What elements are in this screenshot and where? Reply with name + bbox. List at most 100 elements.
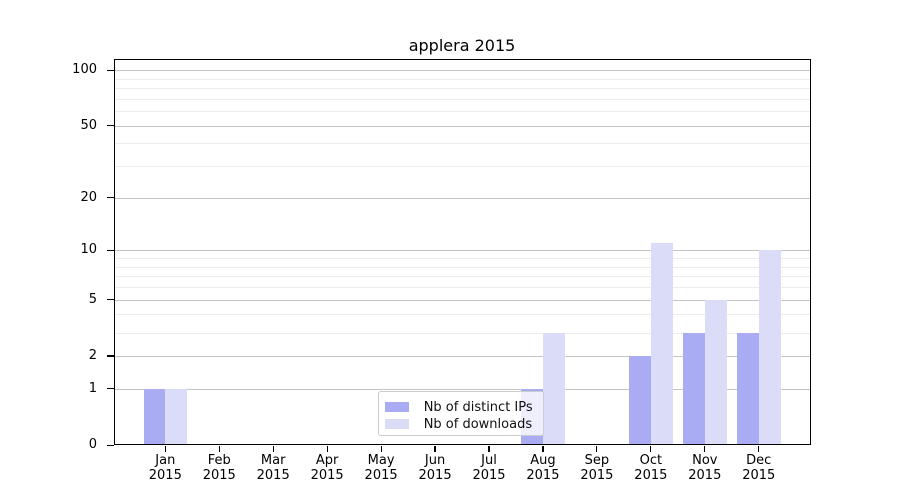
y-tick-mark (107, 69, 114, 71)
gridline-major (113, 125, 811, 127)
x-tick-year: 2015 (256, 468, 290, 484)
x-tick-month: Apr (315, 452, 339, 468)
x-tick-month: Jun (424, 452, 446, 468)
bar-downloads-jan (165, 388, 188, 446)
gridline-minor (113, 166, 811, 168)
y-tick-mark (107, 355, 114, 357)
gridline-minor (113, 143, 811, 145)
x-tick-mark (218, 446, 220, 453)
x-tick-year: 2015 (580, 468, 614, 484)
y-tick-label: 1 (88, 380, 97, 396)
y-tick-mark (107, 388, 114, 390)
x-tick-year: 2015 (472, 468, 506, 484)
gridline-minor (113, 332, 811, 334)
y-tick-label: 10 (80, 242, 97, 258)
bar-downloads-aug (542, 332, 565, 446)
gridline-minor (113, 111, 811, 113)
x-tick-mark (488, 446, 490, 453)
x-tick-year: 2015 (310, 468, 344, 484)
x-tick-label: Feb 2015 (191, 453, 247, 484)
gridline-major (113, 355, 811, 357)
bar-downloads-nov (704, 299, 727, 446)
y-tick-label: 50 (80, 117, 97, 133)
y-tick-mark (107, 197, 114, 199)
x-tick-year: 2015 (148, 468, 182, 484)
legend-label: Nb of downloads (423, 416, 533, 432)
x-tick-month: Aug (530, 452, 556, 468)
y-tick-label: 5 (88, 291, 97, 307)
bar-downloads-oct (650, 243, 673, 446)
bar-distinct_ips-dec (736, 332, 759, 446)
x-tick-month: Mar (260, 452, 286, 468)
x-tick-mark (704, 446, 706, 453)
x-tick-year: 2015 (634, 468, 668, 484)
x-tick-mark (542, 446, 544, 453)
legend-swatch-downloads (384, 419, 409, 430)
legend-row: Nb of distinct IPs (384, 399, 543, 416)
gridline-minor (113, 266, 811, 268)
gridline-major (113, 388, 811, 390)
x-tick-month: Sep (584, 452, 610, 468)
gridline-minor (113, 78, 811, 80)
x-tick-mark (758, 446, 760, 453)
y-tick-label: 0 (88, 437, 97, 453)
y-tick-mark (107, 298, 114, 301)
x-tick-month: Oct (639, 452, 663, 468)
gridline-minor (113, 314, 811, 316)
x-tick-label: May 2015 (353, 453, 409, 484)
x-tick-month: Feb (207, 452, 231, 468)
x-tick-mark (326, 446, 328, 453)
y-tick-label: 20 (80, 189, 97, 205)
bar-distinct_ips-nov (683, 332, 705, 446)
x-tick-label: Jul 2015 (461, 453, 517, 484)
legend-label: Nb of distinct IPs (423, 399, 533, 415)
gridline-minor (113, 258, 811, 260)
x-tick-label: Jun 2015 (407, 453, 463, 484)
gridline-major (113, 197, 811, 199)
x-tick-label: Apr 2015 (299, 453, 355, 484)
gridline-minor (113, 88, 811, 90)
x-tick-mark (272, 446, 274, 453)
bar-downloads-dec (758, 250, 781, 446)
y-tick-mark (107, 444, 114, 446)
gridline-minor (113, 98, 811, 100)
x-tick-year: 2015 (688, 468, 722, 484)
x-tick-label: Dec 2015 (731, 453, 787, 484)
x-tick-month: May (367, 452, 395, 468)
x-tick-label: Mar 2015 (245, 453, 301, 484)
x-tick-month: Nov (692, 452, 718, 468)
x-tick-month: Dec (746, 452, 772, 468)
x-tick-year: 2015 (418, 468, 452, 484)
legend: Nb of distinct IPs Nb of downloads (377, 390, 544, 437)
y-tick-mark (107, 249, 114, 251)
gridline-major (113, 250, 811, 252)
x-tick-label: Nov 2015 (677, 453, 733, 484)
gridline-minor (113, 287, 811, 289)
plot-area: Nb of distinct IPs Nb of downloads (113, 59, 811, 446)
x-tick-mark (380, 446, 382, 453)
x-tick-label: Jan 2015 (137, 453, 193, 484)
x-tick-year: 2015 (742, 468, 776, 484)
gridline-minor (113, 276, 811, 278)
x-tick-mark (164, 446, 166, 453)
x-tick-year: 2015 (364, 468, 398, 484)
x-tick-mark (434, 446, 436, 453)
gridline-major (113, 299, 811, 301)
bar-distinct_ips-oct (629, 355, 651, 446)
x-tick-label: Sep 2015 (569, 453, 625, 484)
x-tick-year: 2015 (202, 468, 236, 484)
x-tick-year: 2015 (526, 468, 560, 484)
chart-title: applera 2015 (408, 36, 516, 55)
bar-distinct_ips-jan (143, 388, 166, 446)
x-tick-month: Jan (155, 452, 176, 468)
x-tick-label: Aug 2015 (515, 453, 571, 484)
y-tick-mark (107, 125, 114, 127)
legend-swatch-distinct_ips (384, 402, 409, 413)
legend-row: Nb of downloads (384, 416, 543, 433)
y-tick-label: 2 (88, 347, 97, 363)
x-tick-month: Jul (481, 452, 497, 468)
x-tick-label: Oct 2015 (623, 453, 679, 484)
x-tick-mark (596, 446, 598, 453)
gridline-major (113, 70, 811, 72)
